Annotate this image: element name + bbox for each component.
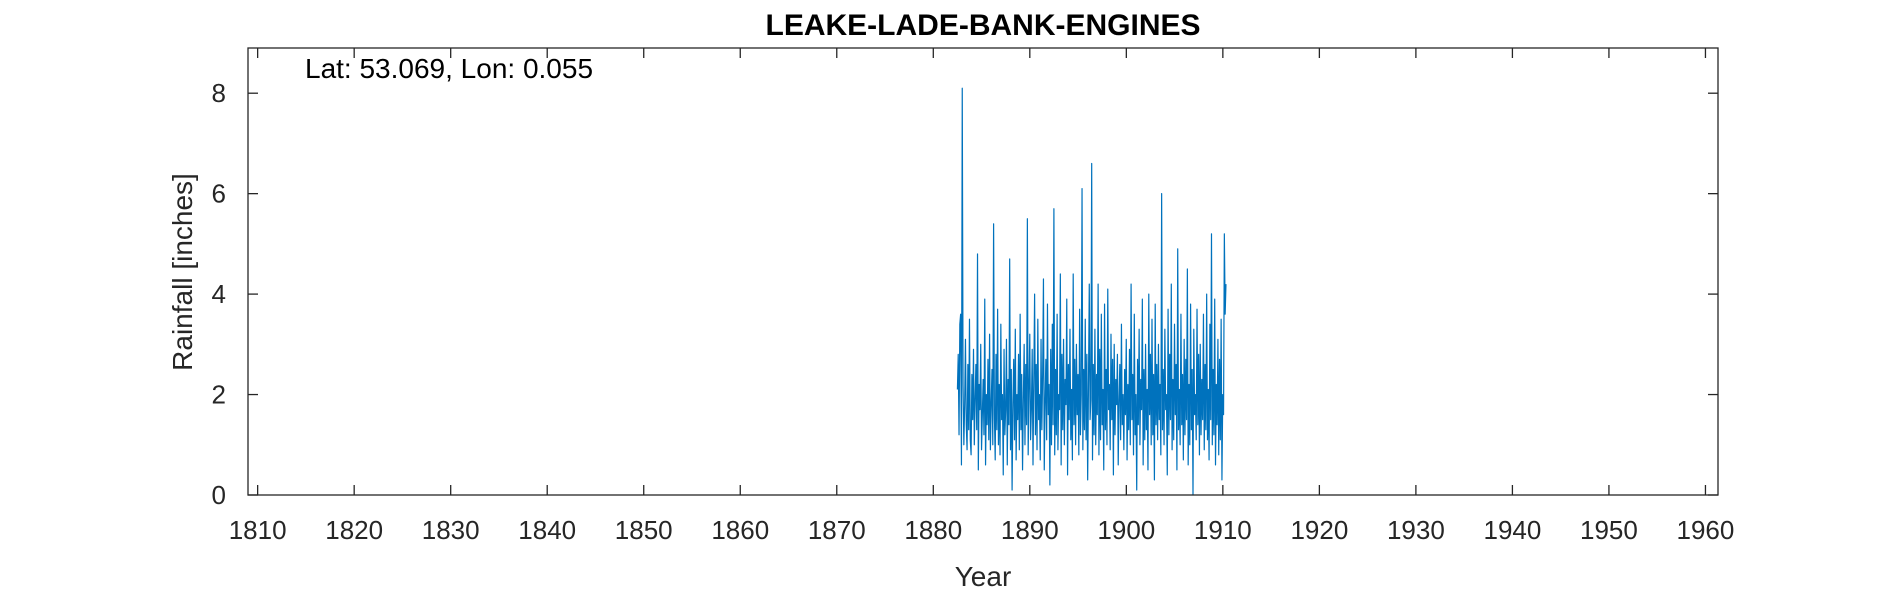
- x-tick-label: 1810: [229, 515, 287, 545]
- axis-ticks: 1810 1820 1830 1840 1850 1860 1870 1880 1890 1900…: [212, 48, 1735, 545]
- x-tick-label: 1880: [904, 515, 962, 545]
- plot-area-frame: [247, 47, 1719, 496]
- x-tick-label: 1820: [325, 515, 383, 545]
- x-tick-label: 1960: [1677, 515, 1735, 545]
- x-tick-label: 1830: [422, 515, 480, 545]
- y-tick-label: 8: [212, 78, 226, 108]
- y-tick-label: 6: [212, 179, 226, 209]
- x-tick-label: 1870: [808, 515, 866, 545]
- x-tick-label: 1900: [1097, 515, 1155, 545]
- series-line-rainfall: [956, 87, 1227, 496]
- y-tick-label: 0: [212, 480, 226, 510]
- x-tick-label: 1890: [1001, 515, 1059, 545]
- chart-title: LEAKE-LADE-BANK-ENGINES: [766, 9, 1201, 42]
- x-axis-title: Year: [955, 561, 1012, 591]
- y-tick-label: 4: [212, 279, 226, 309]
- y-tick-label: 2: [212, 380, 226, 410]
- x-tick-label: 1860: [711, 515, 769, 545]
- x-tick-label: 1850: [615, 515, 673, 545]
- x-tick-label: 1840: [518, 515, 576, 545]
- y-axis-title: Rainfall [inches]: [167, 173, 198, 371]
- location-annotation: Lat: 53.069, Lon: 0.055: [305, 53, 593, 84]
- data-series-layer: [956, 87, 1227, 496]
- x-tick-label: 1910: [1194, 515, 1252, 545]
- plot-area-background: [248, 48, 1718, 495]
- x-tick-label: 1930: [1387, 515, 1445, 545]
- x-tick-label: 1920: [1290, 515, 1348, 545]
- x-tick-label: 1940: [1483, 515, 1541, 545]
- x-tick-label: 1950: [1580, 515, 1638, 545]
